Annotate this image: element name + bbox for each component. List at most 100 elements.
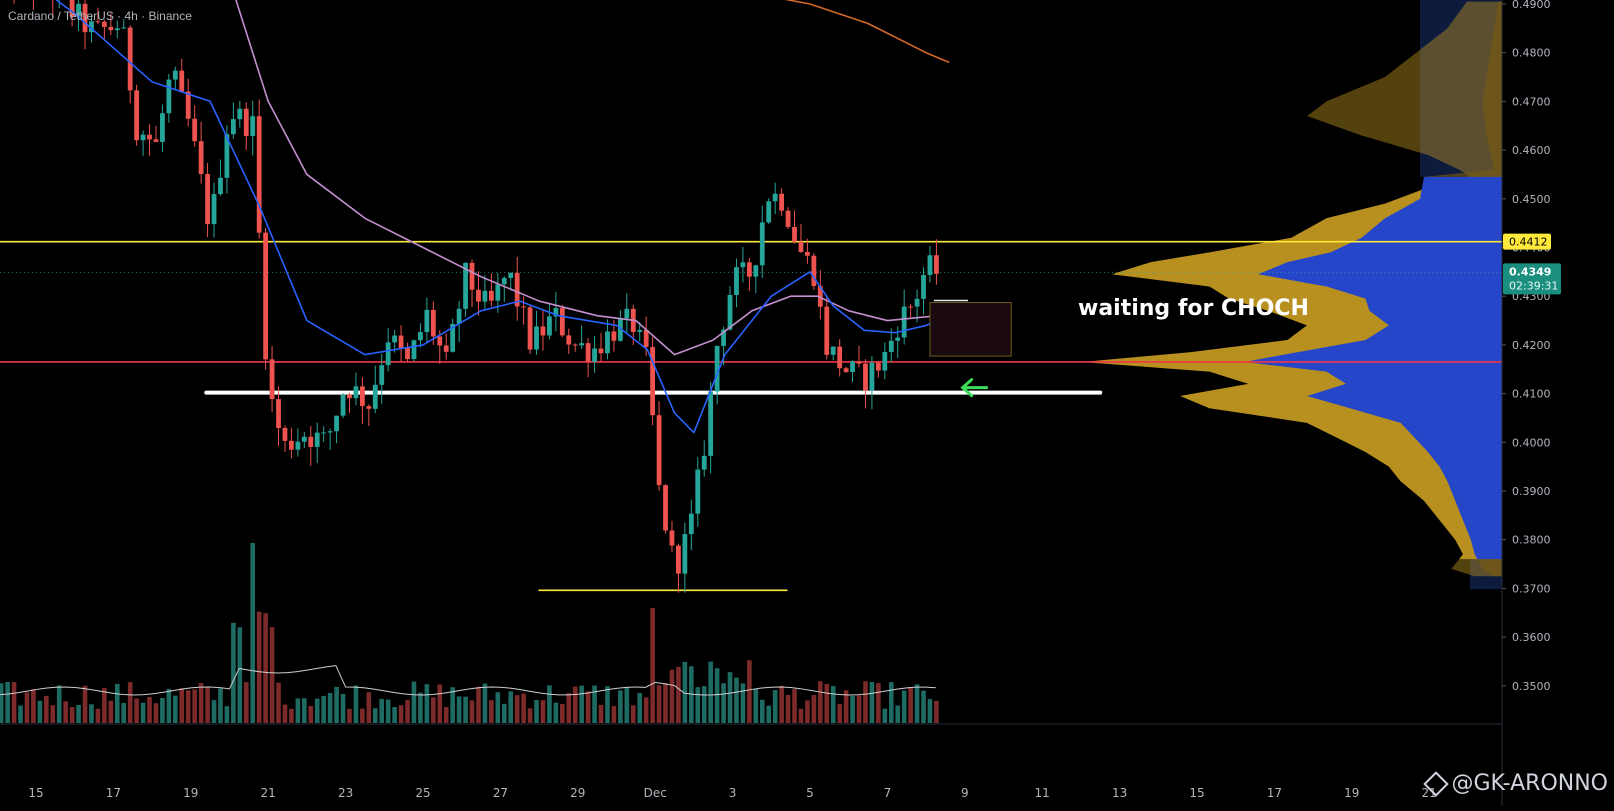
- volume-bars: [0, 543, 939, 723]
- candle-body: [488, 290, 494, 301]
- volume-bar: [579, 685, 584, 723]
- candle-body: [308, 436, 314, 447]
- candle-body: [882, 351, 888, 371]
- watermark: @GK-ARONNO: [1423, 770, 1608, 797]
- volume-bar: [818, 681, 823, 723]
- y-tick-label: 0.3700: [1512, 582, 1551, 595]
- volume-bar: [650, 608, 655, 723]
- volume-bar: [663, 683, 668, 723]
- candle-body: [811, 255, 817, 287]
- candle-body: [559, 307, 565, 336]
- volume-bar: [740, 683, 746, 723]
- volume-bar: [901, 690, 907, 723]
- candle-body: [746, 262, 752, 277]
- volume-bar: [792, 688, 797, 723]
- volume-bar: [843, 690, 849, 723]
- candle-body: [205, 174, 210, 225]
- candle-body: [443, 345, 449, 352]
- watermark-text: @GK-ARONNO: [1451, 771, 1608, 796]
- x-tick-label: 23: [338, 786, 353, 800]
- volume-bar: [921, 690, 926, 723]
- candle-body: [392, 335, 398, 343]
- candle-body: [547, 316, 552, 336]
- volume-bar: [547, 685, 552, 723]
- candle-body: [405, 347, 410, 360]
- volume-bar: [5, 682, 10, 723]
- volume-bar: [927, 699, 933, 723]
- volume-bar: [192, 689, 197, 723]
- volume-bar: [269, 627, 275, 723]
- candle-body: [714, 345, 720, 392]
- candle-body: [256, 116, 262, 233]
- volume-bar: [489, 700, 494, 723]
- volume-bar: [888, 682, 894, 723]
- candle-body: [269, 359, 275, 400]
- volume-bar: [282, 704, 288, 723]
- volume-bar: [256, 611, 262, 723]
- volume-bar: [837, 704, 842, 723]
- candle-body: [114, 28, 120, 31]
- candle-body: [772, 193, 778, 202]
- candle-body: [295, 441, 301, 450]
- candle-body: [379, 365, 385, 385]
- volume-bar: [44, 695, 49, 723]
- volume-bar: [456, 696, 462, 723]
- volume-bar: [411, 681, 417, 723]
- arrow-icon: [960, 378, 989, 398]
- candle-body: [218, 177, 223, 195]
- volume-bar: [76, 705, 81, 723]
- candle-body: [424, 309, 430, 333]
- price-axis-background: [1502, 0, 1614, 806]
- volume-bar: [24, 692, 30, 723]
- volume-bar: [205, 687, 210, 723]
- candle-body: [617, 318, 623, 341]
- volume-bar: [160, 697, 165, 723]
- volume-bar: [469, 700, 475, 723]
- y-tick-label: 0.3800: [1512, 534, 1551, 547]
- candle-body: [301, 436, 307, 442]
- volume-bar: [572, 686, 578, 723]
- candle-body: [759, 222, 765, 266]
- countdown-timer: 02:39:31: [1509, 279, 1558, 292]
- y-tick-label: 0.3500: [1512, 680, 1551, 693]
- candle-body: [837, 346, 843, 369]
- candle-body: [895, 337, 901, 341]
- volume-bar: [37, 700, 43, 723]
- volume-bar: [392, 707, 397, 723]
- volume-bar: [121, 703, 127, 723]
- candle-body: [501, 277, 507, 285]
- volume-bar: [630, 705, 636, 723]
- volume-bar: [366, 692, 372, 723]
- candle-body: [701, 455, 707, 470]
- candle-body: [914, 298, 920, 307]
- candle-body: [888, 340, 894, 352]
- volume-bar: [295, 698, 301, 723]
- x-tick-label: 11: [1035, 786, 1050, 800]
- volume-bar: [50, 705, 56, 723]
- candle-body: [901, 306, 907, 338]
- volume-bar: [708, 661, 713, 723]
- volume-bar: [785, 695, 791, 723]
- candle-body: [398, 335, 404, 348]
- volume-bar: [514, 695, 520, 723]
- volume-bar: [611, 706, 617, 723]
- volume-bar: [895, 705, 901, 723]
- volume-bar: [747, 660, 752, 723]
- symbol-title[interactable]: Cardano / TetherUS · 4h · Binance: [8, 9, 192, 23]
- candle-body: [353, 386, 359, 399]
- volume-bar: [476, 686, 481, 723]
- candle-body: [534, 326, 539, 350]
- volume-bar: [682, 661, 688, 723]
- candle-body: [798, 241, 804, 253]
- y-tick-label: 0.4000: [1512, 436, 1551, 449]
- candle-body: [566, 335, 572, 345]
- volume-bar: [405, 699, 410, 723]
- candle-body: [456, 308, 462, 324]
- volume-bar: [11, 682, 17, 723]
- candle-body: [166, 79, 172, 114]
- volume-bar: [211, 700, 217, 723]
- volume-bar: [231, 622, 236, 723]
- volume-bar: [308, 705, 314, 723]
